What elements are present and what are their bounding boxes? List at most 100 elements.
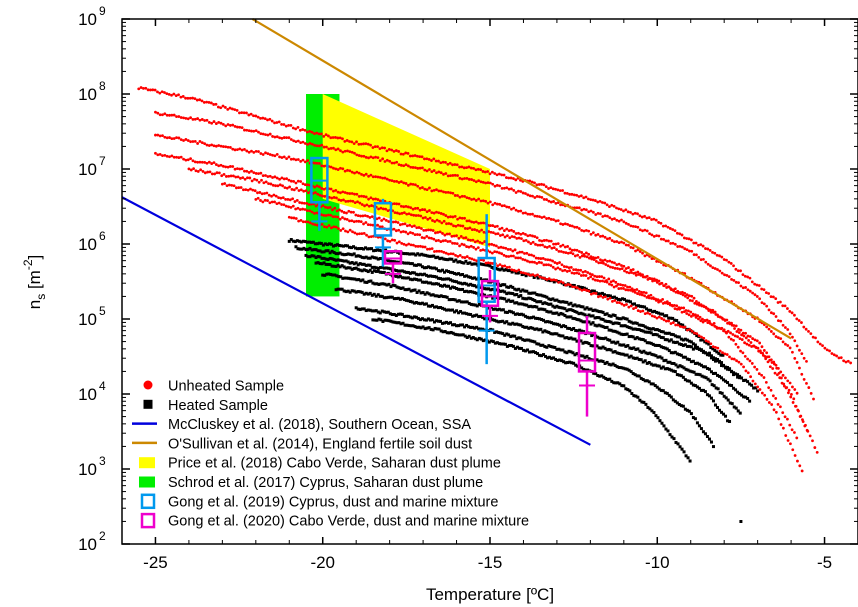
heated-point (613, 350, 617, 354)
heated-point (544, 354, 548, 358)
heated-point (594, 372, 598, 376)
heated-point (392, 312, 396, 316)
unheated-point (449, 222, 453, 226)
heated-point (531, 339, 535, 343)
unheated-point (369, 235, 373, 239)
heated-point (520, 273, 524, 277)
unheated-point (559, 250, 563, 253)
unheated-point (456, 254, 460, 258)
unheated-point (447, 252, 450, 256)
heated-point (688, 459, 692, 463)
unheated-point (687, 313, 691, 317)
heated-point (400, 269, 404, 273)
heated-point (651, 327, 655, 331)
heated-point (620, 297, 624, 301)
unheated-point (685, 237, 689, 240)
unheated-point (657, 234, 661, 238)
unheated-point (266, 133, 270, 137)
heated-point (428, 274, 432, 278)
unheated-point (558, 189, 562, 193)
unheated-point (423, 236, 426, 240)
heated-point (509, 322, 513, 326)
unheated-point (308, 142, 312, 145)
heated-point (364, 309, 368, 313)
unheated-point (580, 251, 584, 254)
heated-point (401, 286, 405, 290)
heated-point (597, 323, 601, 327)
unheated-point (655, 260, 659, 263)
unheated-point (477, 230, 481, 233)
heated-point (736, 373, 740, 377)
heated-point (519, 312, 523, 316)
unheated-point (306, 191, 310, 195)
heated-point (623, 324, 627, 328)
unheated-point (334, 188, 338, 192)
heated-point (341, 244, 345, 248)
unheated-point (357, 195, 361, 198)
unheated-point (243, 169, 246, 173)
unheated-point (695, 300, 698, 303)
heated-point (457, 287, 461, 291)
heated-point (722, 394, 726, 398)
unheated-point (439, 161, 443, 165)
unheated-point (596, 212, 600, 215)
unheated-point (359, 220, 363, 224)
heated-point (586, 368, 590, 372)
heated-point (627, 325, 631, 329)
heated-point (362, 256, 366, 260)
heated-point (517, 302, 521, 306)
heated-point (347, 276, 351, 280)
heated-point (523, 314, 527, 318)
heated-point (752, 386, 756, 390)
unheated-point (351, 199, 355, 203)
heated-point (587, 342, 591, 346)
heated-point (546, 356, 550, 360)
heated-point (703, 365, 707, 369)
unheated-point (798, 464, 802, 468)
unheated-point (465, 255, 469, 258)
heated-point (384, 266, 388, 270)
unheated-point (542, 197, 546, 201)
heated-point (645, 341, 649, 345)
unheated-point (479, 199, 483, 203)
heated-point (581, 354, 585, 358)
unheated-point (440, 221, 444, 225)
heated-point (469, 336, 473, 340)
heated-point (540, 318, 544, 322)
unheated-point (334, 167, 338, 171)
heated-point (695, 346, 699, 350)
unheated-point (453, 241, 457, 245)
unheated-point (765, 351, 769, 355)
unheated-point (519, 232, 523, 236)
heated-point (410, 300, 414, 304)
unheated-point (201, 170, 205, 173)
heated-point (418, 278, 422, 282)
unheated-point (705, 306, 708, 310)
unheated-point (787, 388, 791, 392)
unheated-point (336, 136, 340, 140)
heated-point (549, 302, 553, 306)
unheated-point (339, 191, 342, 195)
heated-point (538, 353, 542, 357)
x-tick-label: -25 (143, 553, 168, 572)
heated-point (679, 342, 683, 346)
unheated-point (449, 252, 453, 256)
unheated-point (740, 338, 744, 341)
unheated-point (207, 144, 211, 147)
unheated-point (386, 239, 390, 243)
unheated-point (577, 227, 581, 230)
unheated-point (315, 161, 319, 165)
unheated-point (188, 96, 192, 100)
heated-point (550, 356, 554, 360)
heated-point (716, 387, 720, 391)
unheated-point (577, 272, 581, 276)
heated-point (575, 304, 579, 308)
unheated-point (435, 171, 438, 175)
heated-point (489, 288, 493, 292)
heated-point (540, 354, 544, 358)
unheated-point (184, 96, 187, 100)
price-region (322, 94, 490, 248)
heated-point (677, 373, 681, 377)
heated-point (634, 394, 638, 398)
unheated-point (381, 157, 385, 161)
